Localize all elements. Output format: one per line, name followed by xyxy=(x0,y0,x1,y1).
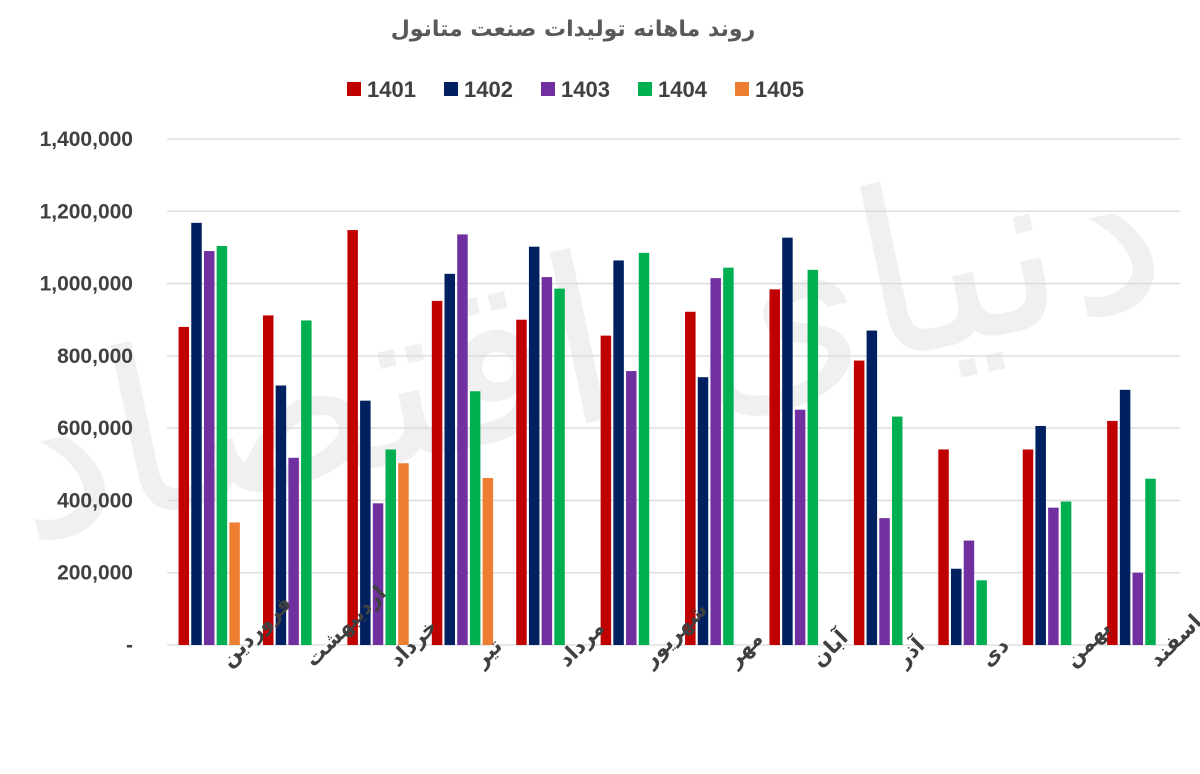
legend: 1401 1402 1403 1404 1405 xyxy=(347,77,804,102)
bar-1403-4 xyxy=(541,277,553,645)
bar-1403-8 xyxy=(879,518,890,645)
legend-label-1405: 1405 xyxy=(755,77,804,102)
bar-1403-10 xyxy=(1048,507,1059,645)
bar-1402-10 xyxy=(1035,425,1046,645)
y-tick-label: 800,000 xyxy=(57,345,133,368)
bar-1401-1 xyxy=(262,315,274,645)
bar-1403-1 xyxy=(288,457,299,645)
legend-swatch-1403 xyxy=(541,82,555,96)
bar-1403-6 xyxy=(710,278,721,645)
y-tick-label: 600,000 xyxy=(57,417,133,440)
bar-1402-4 xyxy=(528,246,540,645)
y-tick-label: 200,000 xyxy=(57,562,133,585)
y-tick-label: 1,200,000 xyxy=(40,200,133,223)
bar-1405-3 xyxy=(482,478,494,645)
bar-1403-9 xyxy=(963,540,975,645)
bar-1404-4 xyxy=(554,288,565,645)
bar-1402-9 xyxy=(951,568,962,645)
legend-label-1404: 1404 xyxy=(658,77,708,102)
bar-1403-0 xyxy=(203,251,215,646)
bar-1404-9 xyxy=(976,580,987,645)
bar-1402-6 xyxy=(697,377,709,645)
bar-1404-3 xyxy=(469,391,481,645)
bar-1404-6 xyxy=(723,267,734,645)
bars xyxy=(178,222,1156,646)
bar-1403-2 xyxy=(372,503,384,645)
legend-swatch-1401 xyxy=(347,82,361,96)
legend-label-1402: 1402 xyxy=(464,77,513,102)
bar-1401-0 xyxy=(178,326,190,645)
bar-1402-7 xyxy=(782,237,793,646)
bar-1401-4 xyxy=(516,319,527,645)
bar-1403-3 xyxy=(457,234,468,645)
bar-1403-5 xyxy=(626,371,637,645)
bar-1404-11 xyxy=(1145,478,1156,645)
bar-1405-0 xyxy=(229,522,240,645)
bar-1402-0 xyxy=(191,222,202,645)
bar-1402-1 xyxy=(275,385,287,645)
bar-1402-8 xyxy=(866,330,878,645)
legend-swatch-1405 xyxy=(735,82,749,96)
legend-swatch-1404 xyxy=(638,82,652,96)
bar-1401-6 xyxy=(685,311,696,645)
gridlines xyxy=(167,138,1180,646)
chart-title: روند ماهانه تولیدات صنعت متانول xyxy=(391,17,756,42)
y-axis: - 200,000 400,000 600,000 800,000 1,000,000 1,… xyxy=(40,128,133,657)
bar-1404-7 xyxy=(807,269,819,645)
legend-swatch-1402 xyxy=(444,82,458,96)
bar-1401-11 xyxy=(1107,420,1118,645)
y-tick-label: - xyxy=(126,634,133,657)
bar-1402-5 xyxy=(613,260,624,645)
y-tick-label: 400,000 xyxy=(57,489,133,512)
bar-1403-11 xyxy=(1132,572,1144,645)
y-tick-label: 1,000,000 xyxy=(40,273,133,296)
legend-label-1401: 1401 xyxy=(367,77,416,102)
bar-1401-8 xyxy=(853,360,865,645)
bar-1404-8 xyxy=(891,416,903,645)
bar-1401-2 xyxy=(347,230,358,645)
legend-label-1403: 1403 xyxy=(561,77,610,102)
bar-1402-2 xyxy=(360,400,371,645)
y-tick-label: 1,400,000 xyxy=(40,128,133,151)
bar-1404-1 xyxy=(301,320,312,645)
bar-1402-3 xyxy=(444,273,456,645)
bar-1401-10 xyxy=(1022,449,1034,645)
bar-1404-10 xyxy=(1060,501,1072,645)
bar-1404-2 xyxy=(385,449,396,645)
bar-1401-9 xyxy=(938,449,949,645)
bar-1404-0 xyxy=(216,245,228,646)
bar-1403-7 xyxy=(794,409,806,645)
bar-1402-11 xyxy=(1119,389,1131,645)
bar-1401-5 xyxy=(600,335,612,645)
bar-1405-2 xyxy=(398,463,409,645)
bar-1401-3 xyxy=(431,300,443,645)
bar-1404-5 xyxy=(638,252,650,645)
bar-1401-7 xyxy=(769,289,780,645)
watermark-text: دنیای اقتصاد xyxy=(0,91,1186,596)
